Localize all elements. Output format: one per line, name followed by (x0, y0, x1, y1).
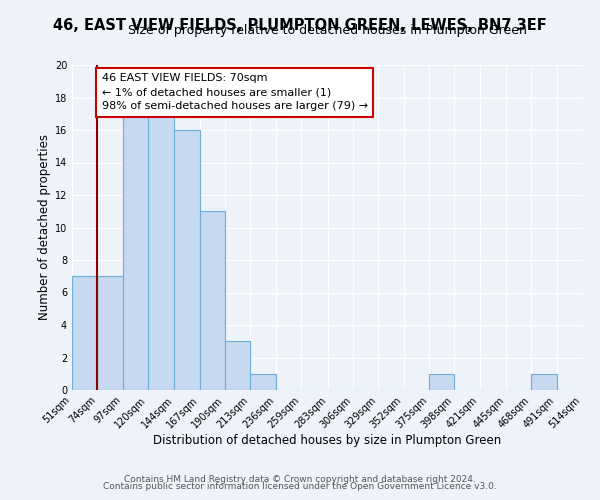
Bar (532, 374, 557, 390)
Text: Contains HM Land Registry data © Crown copyright and database right 2024.: Contains HM Land Registry data © Crown c… (124, 475, 476, 484)
Bar (97, 276, 122, 390)
Bar (429, 374, 454, 390)
Text: 46, EAST VIEW FIELDS, PLUMPTON GREEN, LEWES, BN7 3EF: 46, EAST VIEW FIELDS, PLUMPTON GREEN, LE… (53, 18, 547, 32)
Bar (175, 130, 200, 390)
Y-axis label: Number of detached properties: Number of detached properties (38, 134, 50, 320)
Bar (122, 114, 148, 390)
Text: Contains public sector information licensed under the Open Government Licence v3: Contains public sector information licen… (103, 482, 497, 491)
Title: Size of property relative to detached houses in Plumpton Green: Size of property relative to detached ho… (128, 24, 526, 38)
Bar (72, 276, 97, 390)
Bar (250, 374, 276, 390)
Bar (200, 211, 225, 390)
Bar (148, 114, 175, 390)
X-axis label: Distribution of detached houses by size in Plumpton Green: Distribution of detached houses by size … (153, 434, 501, 447)
Text: 46 EAST VIEW FIELDS: 70sqm
← 1% of detached houses are smaller (1)
98% of semi-d: 46 EAST VIEW FIELDS: 70sqm ← 1% of detac… (102, 73, 368, 111)
Bar (225, 341, 250, 390)
